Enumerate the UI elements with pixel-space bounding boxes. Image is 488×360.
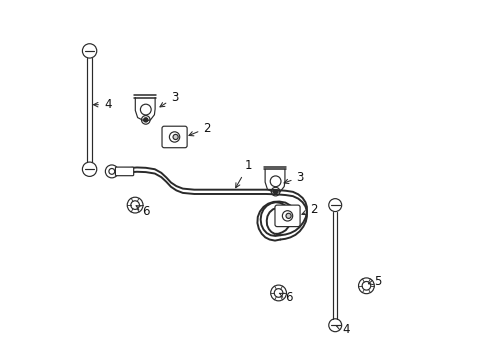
FancyBboxPatch shape	[115, 167, 133, 176]
Text: 4: 4	[93, 98, 111, 111]
Text: 2: 2	[188, 122, 210, 136]
FancyBboxPatch shape	[162, 126, 187, 148]
Text: 5: 5	[367, 275, 381, 288]
Circle shape	[273, 189, 277, 194]
Text: 2: 2	[301, 203, 317, 216]
Circle shape	[285, 213, 290, 219]
Text: 1: 1	[235, 159, 251, 188]
FancyBboxPatch shape	[274, 205, 300, 226]
Text: 4: 4	[336, 323, 349, 336]
Circle shape	[143, 118, 148, 122]
Text: 6: 6	[279, 291, 292, 304]
Text: 6: 6	[136, 205, 149, 218]
Text: 3: 3	[284, 171, 303, 184]
Circle shape	[173, 134, 178, 140]
Text: 3: 3	[160, 91, 178, 107]
